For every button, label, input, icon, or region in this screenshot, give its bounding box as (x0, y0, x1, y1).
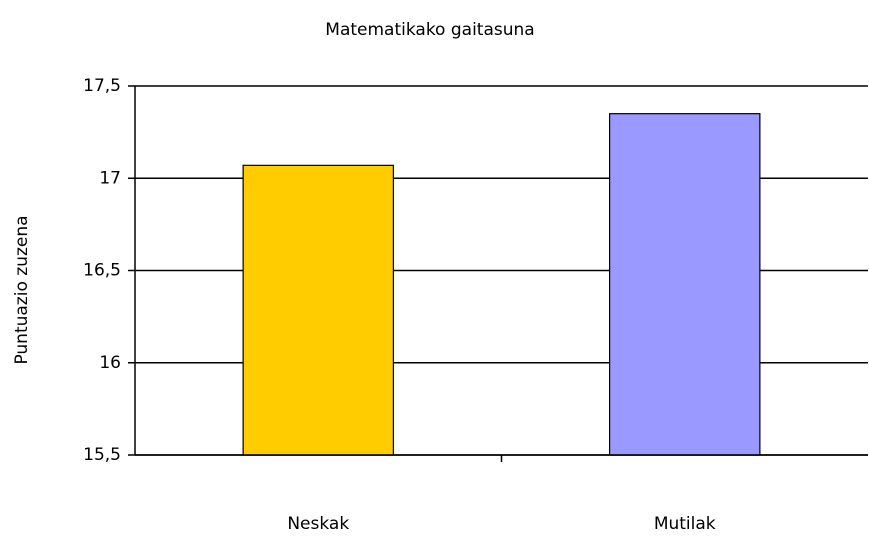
chart-title: Matematikako gaitasuna (325, 20, 534, 40)
y-axis-label: Puntuazio zuzena (12, 215, 32, 364)
y-tick-label: 16,5 (83, 261, 121, 281)
x-tick-label: Neskak (287, 514, 349, 534)
y-tick-label: 15,5 (83, 445, 121, 465)
y-tick-label: 17 (99, 168, 121, 188)
y-tick-label: 17,5 (83, 76, 121, 96)
y-tick-label: 16 (99, 353, 121, 373)
bar (609, 113, 761, 456)
x-tick-label: Mutilak (654, 514, 716, 534)
bar (242, 164, 394, 456)
